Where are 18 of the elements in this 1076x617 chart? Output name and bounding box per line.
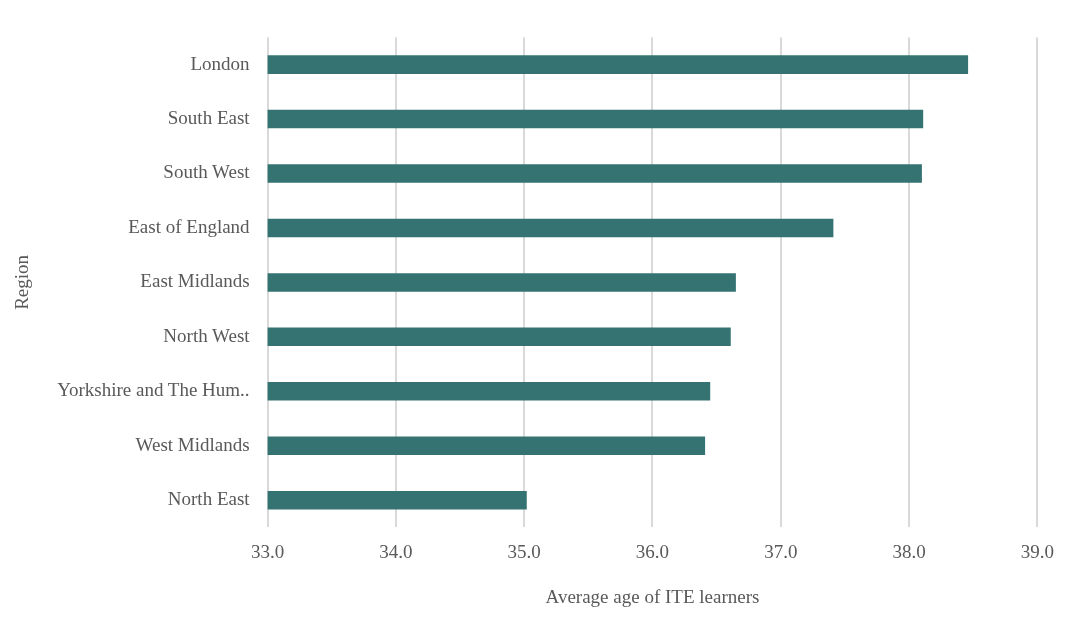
y-axis-title: Region — [11, 254, 33, 310]
y-tick-label: East of England — [128, 215, 251, 237]
x-tick-label: 34.0 — [379, 540, 413, 562]
y-tick-label: North East — [167, 488, 251, 510]
x-tick-label: 37.0 — [764, 540, 798, 562]
y-tick-label: South East — [167, 107, 251, 129]
x-tick-label: 33.0 — [250, 540, 285, 562]
y-tick-label: North West — [163, 324, 251, 346]
y-tick-label: West Midlands — [135, 433, 250, 455]
x-tick-label: 38.0 — [892, 540, 926, 562]
y-tick-label: East Midlands — [140, 270, 250, 292]
x-tick-label: 36.0 — [635, 540, 670, 562]
x-axis-title: Average age of ITE learners — [545, 585, 760, 607]
y-tick-label: Yorkshire and The Hum.. — [57, 379, 250, 401]
y-tick-label: South West — [163, 161, 251, 183]
x-tick-label: 35.0 — [507, 540, 541, 562]
x-tick-label: 39.0 — [1020, 540, 1054, 562]
y-tick-label: London — [190, 52, 251, 74]
